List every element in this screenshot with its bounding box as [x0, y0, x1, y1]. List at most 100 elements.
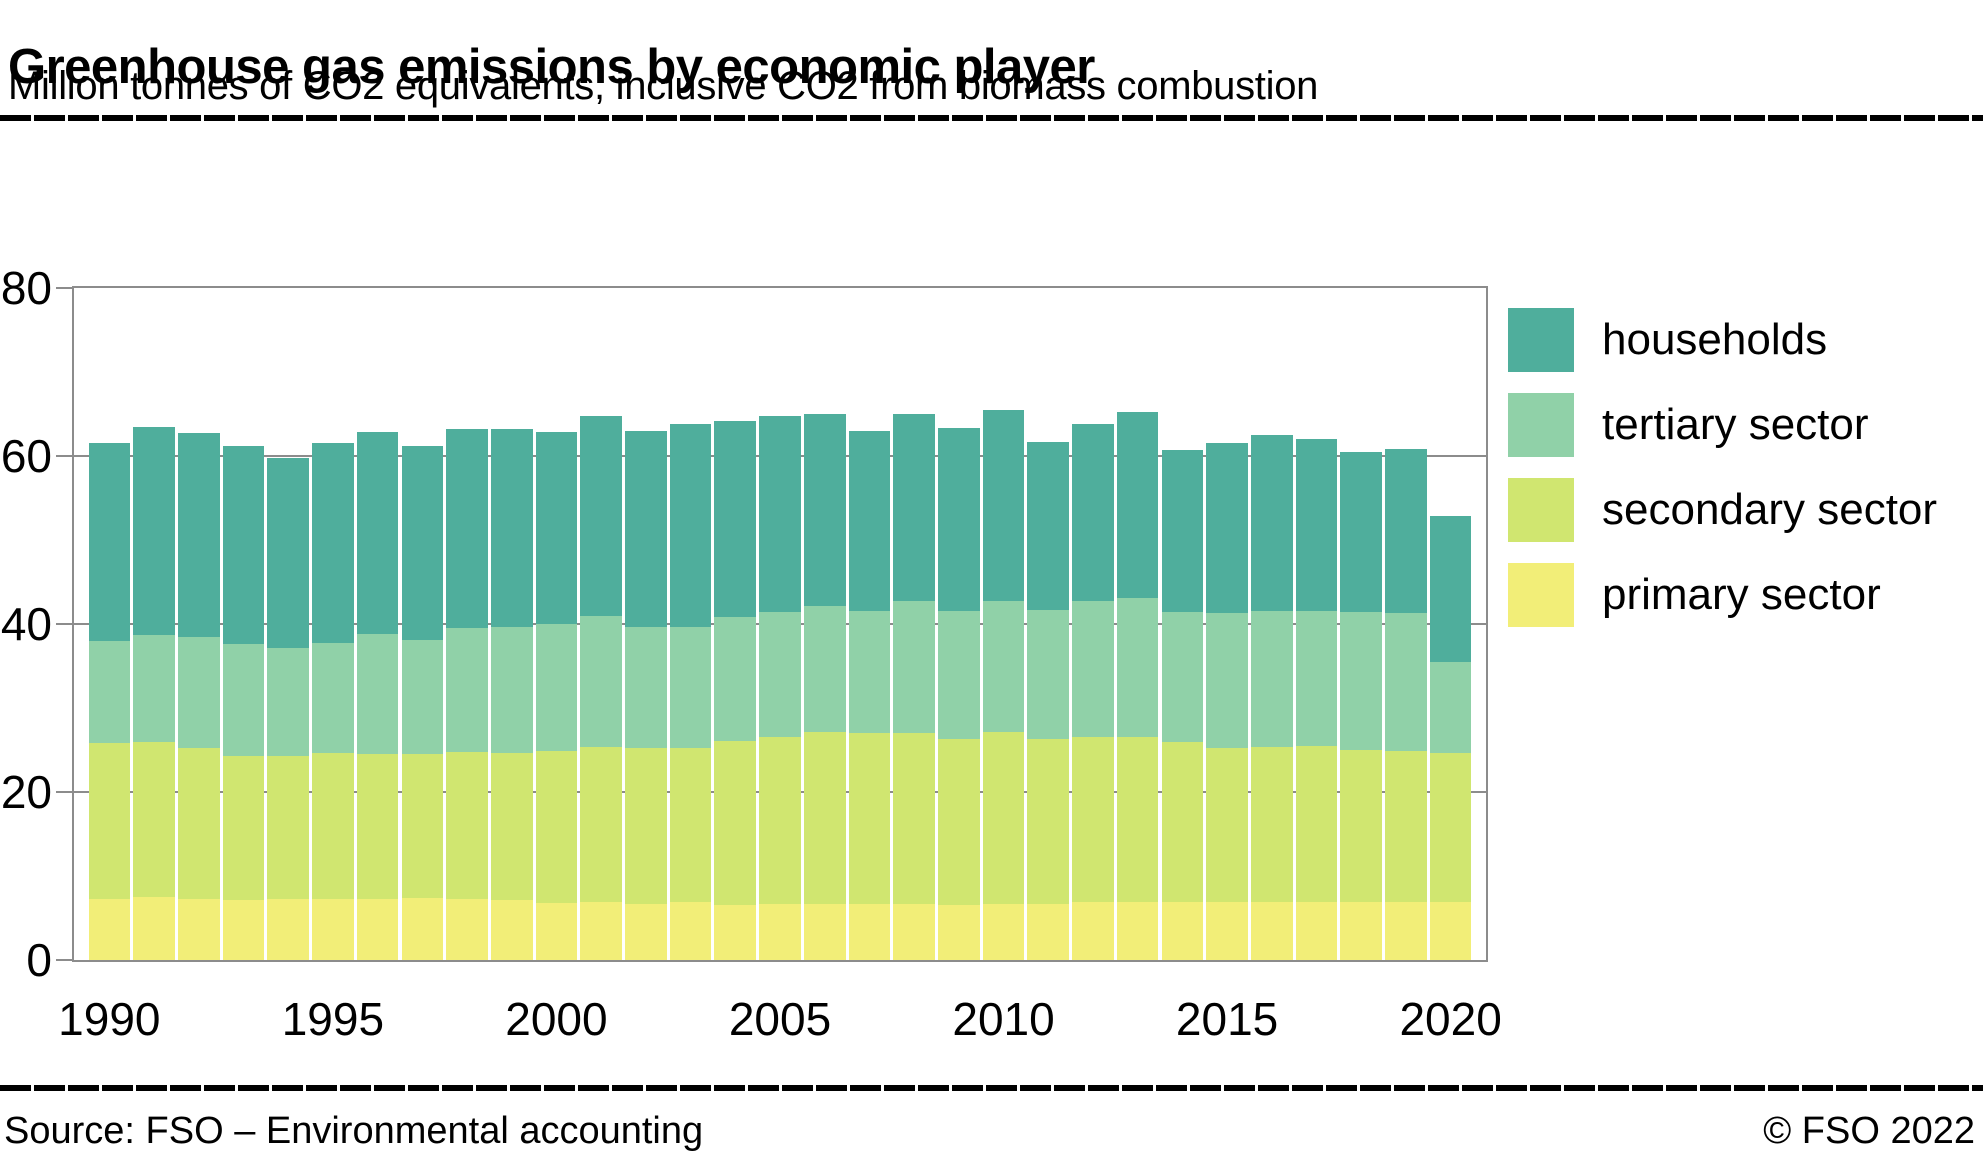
bar-segment-2008-primary-sector	[893, 903, 935, 960]
bar-segment-1990-tertiary-sector	[88, 640, 131, 744]
bar-segment-1991-primary-sector	[133, 897, 175, 960]
bar-segment-2016-households	[1251, 435, 1293, 612]
bar-segment-2019-tertiary-sector	[1385, 613, 1427, 751]
x-axis-label-1990: 1990	[58, 993, 161, 1045]
plot-area	[72, 286, 1488, 962]
bar-2005	[759, 415, 801, 960]
bar-2000	[535, 431, 578, 960]
bar-segment-2009-secondary-sector	[938, 739, 980, 906]
header-rule	[0, 115, 1983, 121]
bar-segment-1992-tertiary-sector	[177, 636, 220, 749]
y-axis-label-20: 20	[0, 766, 52, 818]
bar-segment-2001-tertiary-sector	[580, 615, 622, 747]
bar-segment-2012-primary-sector	[1072, 902, 1114, 960]
bar-segment-1997-primary-sector	[401, 897, 444, 960]
chart-subtitle: Million tonnes of CO2 equivalents, inclu…	[8, 64, 1319, 108]
bar-2012	[1072, 424, 1114, 960]
legend-item-primary-sector: primary sector	[1508, 563, 1937, 627]
bar-segment-1997-households	[401, 445, 444, 640]
bar-segment-2020-primary-sector	[1429, 902, 1472, 960]
bar-segment-2003-households	[669, 424, 712, 627]
bar-segment-2016-secondary-sector	[1251, 746, 1293, 903]
bar-segment-1994-tertiary-sector	[267, 647, 309, 756]
bar-segment-2005-primary-sector	[759, 903, 801, 960]
bar-segment-2001-households	[580, 415, 622, 616]
bar-segment-2008-secondary-sector	[893, 733, 935, 904]
bar-segment-2010-tertiary-sector	[982, 601, 1025, 733]
bar-2010	[982, 409, 1025, 960]
bar-segment-1992-primary-sector	[177, 898, 220, 960]
bar-segment-2011-primary-sector	[1027, 903, 1070, 960]
bar-segment-2016-tertiary-sector	[1251, 611, 1293, 747]
bar-segment-1990-primary-sector	[88, 898, 131, 960]
bar-segment-1993-tertiary-sector	[222, 644, 265, 756]
bar-segment-2015-primary-sector	[1206, 902, 1248, 960]
bar-segment-2007-primary-sector	[848, 903, 891, 960]
bar-segment-2006-households	[803, 414, 846, 606]
bar-1998	[446, 429, 488, 960]
bar-segment-2015-households	[1206, 443, 1248, 614]
bar-segment-2014-secondary-sector	[1161, 742, 1204, 903]
bar-1994	[267, 457, 309, 960]
bar-segment-2010-primary-sector	[982, 903, 1025, 960]
bar-segment-2020-secondary-sector	[1429, 752, 1472, 903]
bar-2019	[1385, 449, 1427, 960]
bar-segment-2009-households	[938, 428, 980, 612]
legend-label: tertiary sector	[1602, 400, 1869, 449]
legend-label: secondary sector	[1602, 485, 1938, 534]
bar-segment-2004-secondary-sector	[714, 740, 757, 906]
bar-1991	[133, 427, 175, 960]
bar-segment-1996-secondary-sector	[356, 754, 399, 899]
legend-swatch-icon	[1508, 563, 1574, 627]
bar-segment-2004-households	[714, 420, 757, 618]
bar-segment-2006-secondary-sector	[803, 732, 846, 904]
x-axis-label-2020: 2020	[1399, 993, 1502, 1045]
bar-segment-1992-secondary-sector	[177, 748, 220, 899]
bar-segment-1994-secondary-sector	[267, 755, 309, 899]
bar-2018	[1340, 451, 1383, 960]
bar-1992	[177, 432, 220, 960]
bar-segment-2002-households	[625, 430, 667, 627]
bar-segment-2010-households	[982, 409, 1025, 602]
bar-1997	[401, 445, 444, 960]
bar-segment-2019-households	[1385, 449, 1427, 614]
bar-segment-2020-tertiary-sector	[1429, 661, 1472, 753]
x-axis-label-2010: 2010	[952, 993, 1055, 1045]
bar-1990	[88, 443, 131, 960]
bar-2016	[1251, 435, 1293, 960]
bar-segment-2001-secondary-sector	[580, 746, 622, 903]
bar-2014	[1161, 450, 1204, 960]
bar-segment-2014-tertiary-sector	[1161, 612, 1204, 743]
bar-segment-2004-tertiary-sector	[714, 617, 757, 741]
bar-segment-2017-secondary-sector	[1295, 745, 1338, 903]
x-axis-label-2000: 2000	[505, 993, 608, 1045]
bar-segment-2003-tertiary-sector	[669, 626, 712, 749]
y-axis-label-60: 60	[0, 430, 52, 482]
bar-segment-1998-tertiary-sector	[446, 628, 488, 752]
bar-segment-1991-households	[133, 427, 175, 635]
bar-2020	[1429, 515, 1472, 960]
bar-segment-2005-tertiary-sector	[759, 612, 801, 738]
bar-segment-2003-primary-sector	[669, 902, 712, 960]
y-axis-label-80: 80	[0, 262, 52, 314]
bar-1996	[356, 431, 399, 960]
bar-segment-2018-secondary-sector	[1340, 750, 1383, 903]
bar-segment-1994-households	[267, 457, 309, 648]
bar-segment-1993-primary-sector	[222, 900, 265, 960]
y-axis-tick-40	[56, 623, 72, 625]
bar-segment-1991-tertiary-sector	[133, 634, 175, 743]
bar-1999	[490, 429, 533, 960]
y-axis-tick-60	[56, 455, 72, 457]
bar-2011	[1027, 441, 1070, 960]
bar-segment-1995-secondary-sector	[312, 753, 354, 899]
bar-segment-2006-tertiary-sector	[803, 605, 846, 733]
legend-swatch-icon	[1508, 478, 1574, 542]
bar-segment-2007-secondary-sector	[848, 733, 891, 904]
bar-segment-2005-secondary-sector	[759, 737, 801, 904]
legend-swatch-icon	[1508, 308, 1574, 372]
bar-segment-2016-primary-sector	[1251, 902, 1293, 960]
bar-segment-2011-households	[1027, 441, 1070, 610]
bar-segment-1995-primary-sector	[312, 898, 354, 960]
bar-segment-2008-households	[893, 414, 935, 602]
source-note: Source: FSO – Environmental accounting	[4, 1110, 704, 1152]
